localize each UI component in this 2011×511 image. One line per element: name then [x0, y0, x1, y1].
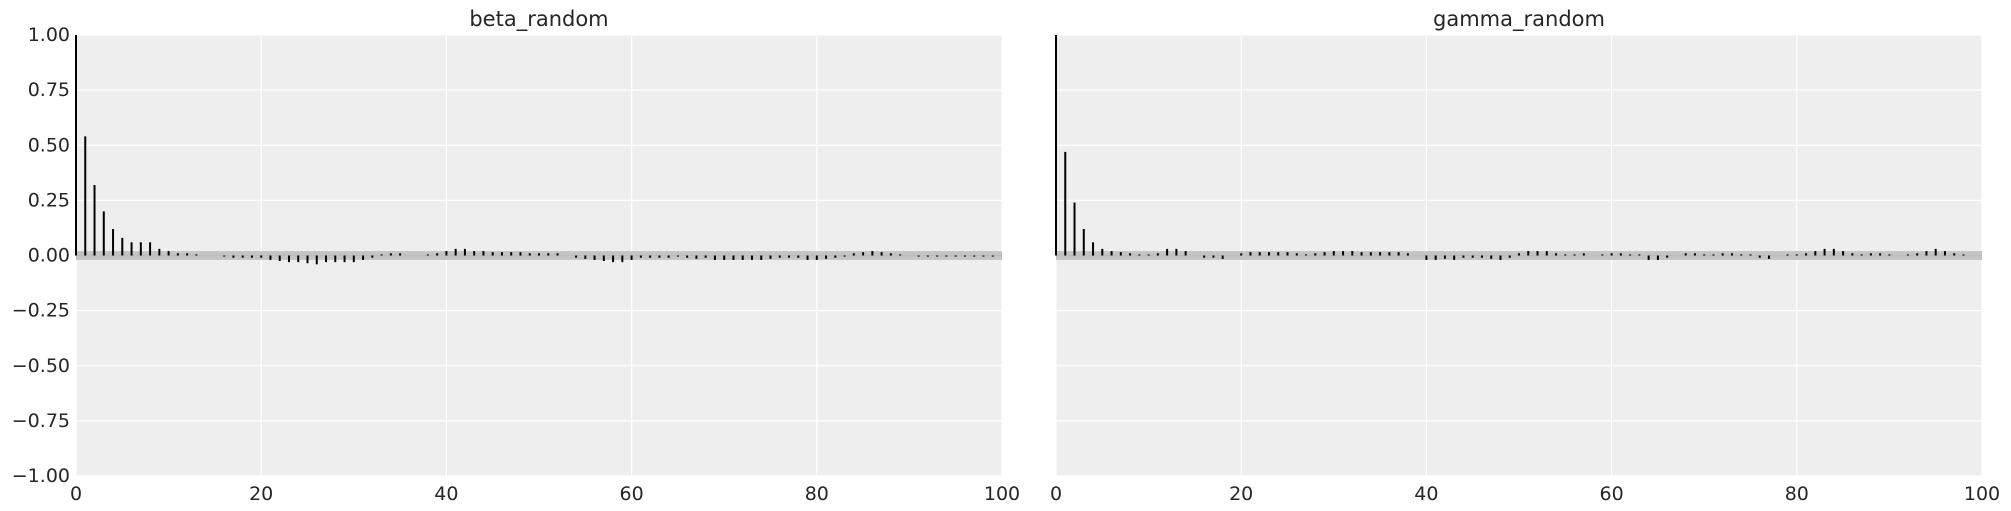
acf-panel-beta_random: beta_random 0 20 40 60 80 100 −1.00 −0.75 −0.50 −0… [12, 7, 1020, 505]
x-tick-label: 0 [1050, 483, 1062, 505]
x-tick-label: 60 [1600, 483, 1624, 505]
x-tick-label: 40 [434, 483, 458, 505]
acf-panel-gamma_random: gamma_random 0 20 40 60 80 100 [1050, 7, 2000, 505]
x-tick-label: 80 [805, 483, 829, 505]
y-tick-label: −0.75 [12, 410, 70, 432]
y-tick-label: 0.25 [28, 189, 70, 211]
panel-title: gamma_random [1433, 7, 1605, 32]
x-tick-label: 80 [1785, 483, 1809, 505]
x-tick-label: 100 [1964, 483, 2000, 505]
y-tick-label: 0.00 [28, 245, 70, 267]
x-tick-label: 60 [620, 483, 644, 505]
x-tick-label: 20 [1229, 483, 1253, 505]
x-tick-label: 100 [984, 483, 1020, 505]
y-tick-label: 1.00 [28, 24, 70, 46]
y-tick-label: −1.00 [12, 465, 70, 487]
y-tick-label: 0.50 [28, 134, 70, 156]
x-tick-label: 20 [249, 483, 273, 505]
y-tick-label: −0.25 [12, 300, 70, 322]
panel-title: beta_random [469, 7, 608, 32]
y-tick-label: −0.50 [12, 355, 70, 377]
x-tick-label: 40 [1414, 483, 1438, 505]
y-tick-label: 0.75 [28, 79, 70, 101]
x-tick-label: 0 [70, 483, 82, 505]
